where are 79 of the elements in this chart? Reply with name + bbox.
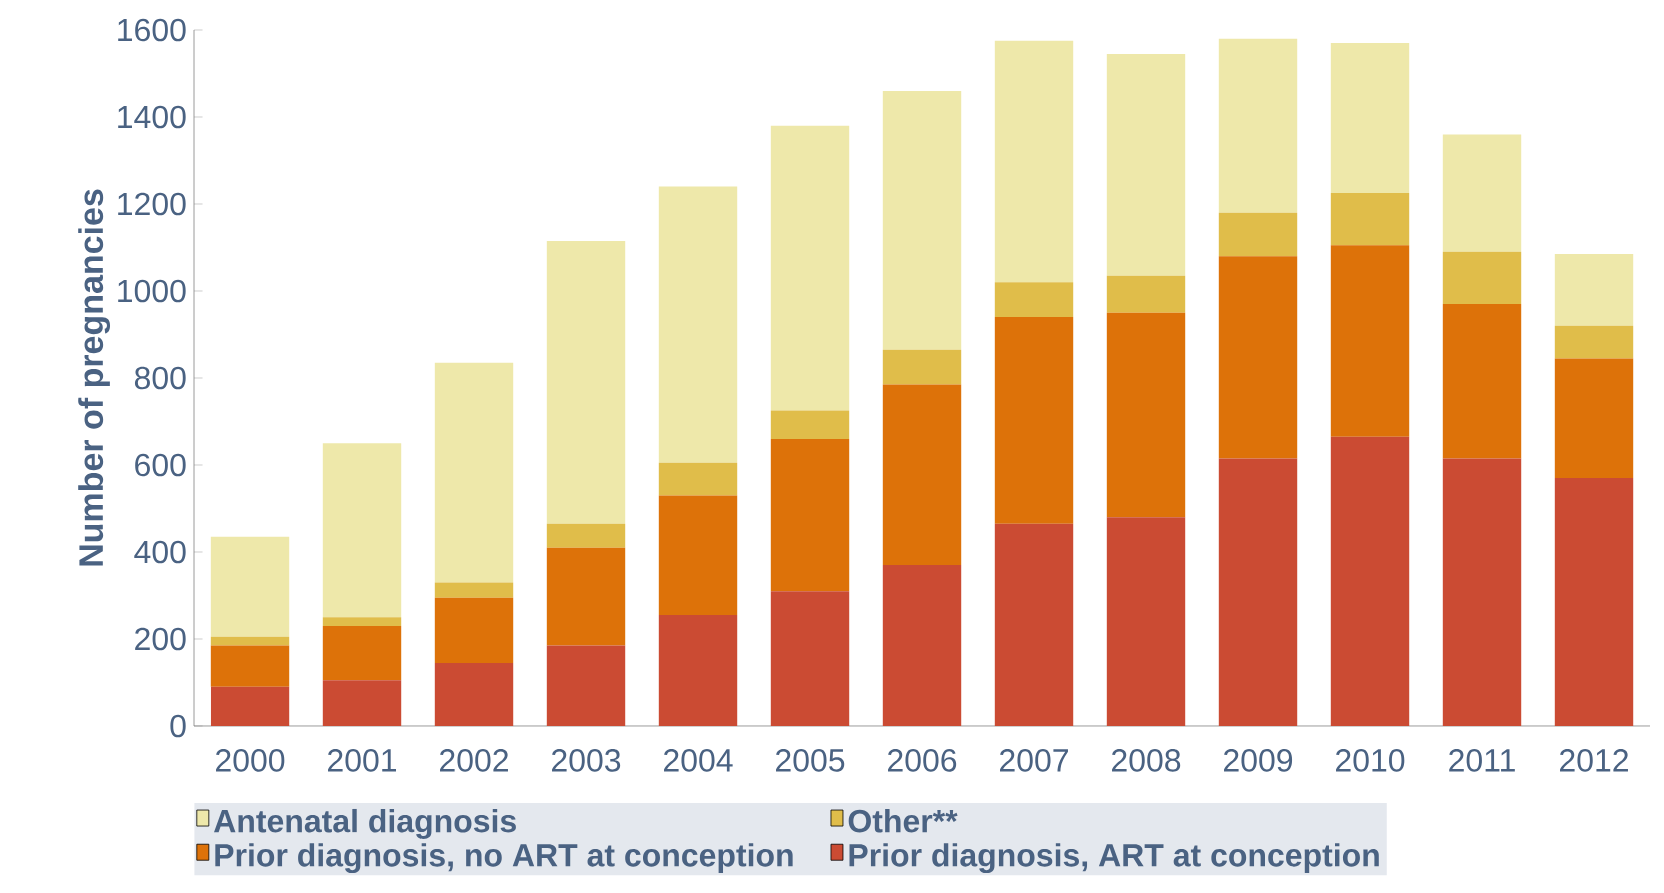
x-tick-label: 2004 [664, 749, 733, 772]
x-tick-label: 2006 [888, 749, 957, 772]
bar [994, 523, 1074, 726]
bar [546, 240, 626, 524]
bar [1218, 212, 1298, 257]
bar [210, 536, 290, 637]
bar [1106, 517, 1186, 726]
x-tick-label: 2012 [1560, 749, 1628, 772]
bar [770, 410, 850, 439]
bar [658, 615, 738, 726]
bar [994, 40, 1074, 283]
bar [882, 349, 962, 385]
bar [882, 565, 962, 726]
bar [658, 462, 738, 496]
bar [434, 582, 514, 598]
legend-label: Prior diagnosis, no ART at conception [215, 843, 793, 874]
bar [210, 636, 290, 646]
bar [658, 186, 738, 463]
bar [1330, 193, 1410, 246]
bar [994, 282, 1074, 318]
bar [434, 662, 514, 726]
x-tick-label: 2009 [1224, 749, 1293, 772]
x-tick-label: 2011 [1449, 749, 1515, 772]
y-tick-label: 600 [135, 453, 186, 477]
bar [322, 625, 402, 681]
bar [882, 384, 962, 566]
bar [546, 645, 626, 726]
bar [546, 523, 626, 548]
bar [210, 686, 290, 726]
bar [546, 547, 626, 646]
bar [1442, 304, 1522, 459]
x-tick-label: 2003 [552, 749, 621, 772]
bar [1442, 134, 1522, 252]
bar [322, 617, 402, 626]
y-tick-label: 1000 [118, 279, 186, 303]
y-tick-label: 200 [135, 627, 186, 651]
x-tick-label: 2008 [1112, 749, 1181, 772]
bar [1218, 256, 1298, 459]
x-tick-label: 2007 [1000, 749, 1068, 772]
bar [658, 495, 738, 616]
bar [1330, 436, 1410, 726]
bar [322, 680, 402, 726]
bar [1442, 458, 1522, 726]
bar [210, 645, 290, 687]
bar [1330, 245, 1410, 437]
legend-label: Other** [848, 808, 958, 833]
legend-label: Antenatal diagnosis [214, 808, 516, 839]
bar [770, 591, 850, 726]
x-tick-label: 2005 [776, 749, 845, 772]
bar [1106, 275, 1186, 313]
bar [1218, 458, 1298, 726]
bar [1554, 325, 1634, 359]
bar [322, 443, 402, 618]
x-tick-label: 2001 [328, 749, 397, 772]
bar [1106, 312, 1186, 518]
bar [1554, 254, 1634, 326]
y-tick-label: 800 [134, 366, 186, 390]
bar [1442, 251, 1522, 305]
y-tick-label: 1600 [118, 18, 186, 42]
bar [882, 90, 962, 350]
legend-label: Prior diagnosis, ART at conception [849, 843, 1379, 874]
bar [770, 438, 850, 592]
bar [1106, 53, 1186, 276]
y-tick-label: 0 [170, 714, 186, 738]
bar [1554, 478, 1634, 726]
bar [994, 317, 1074, 524]
x-tick-label: 2010 [1336, 749, 1405, 772]
y-axis-title: Number of pregnancies [78, 189, 111, 566]
bar [434, 597, 514, 663]
bar [770, 125, 850, 411]
y-tick-label: 1400 [118, 105, 186, 129]
bar [434, 362, 514, 583]
x-tick-label: 2000 [216, 749, 285, 772]
bar [1218, 38, 1298, 213]
bar [1330, 43, 1410, 194]
y-tick-label: 400 [134, 540, 186, 564]
x-tick-label: 2002 [440, 749, 508, 772]
y-tick-label: 1200 [118, 192, 186, 216]
bar [1554, 358, 1634, 479]
